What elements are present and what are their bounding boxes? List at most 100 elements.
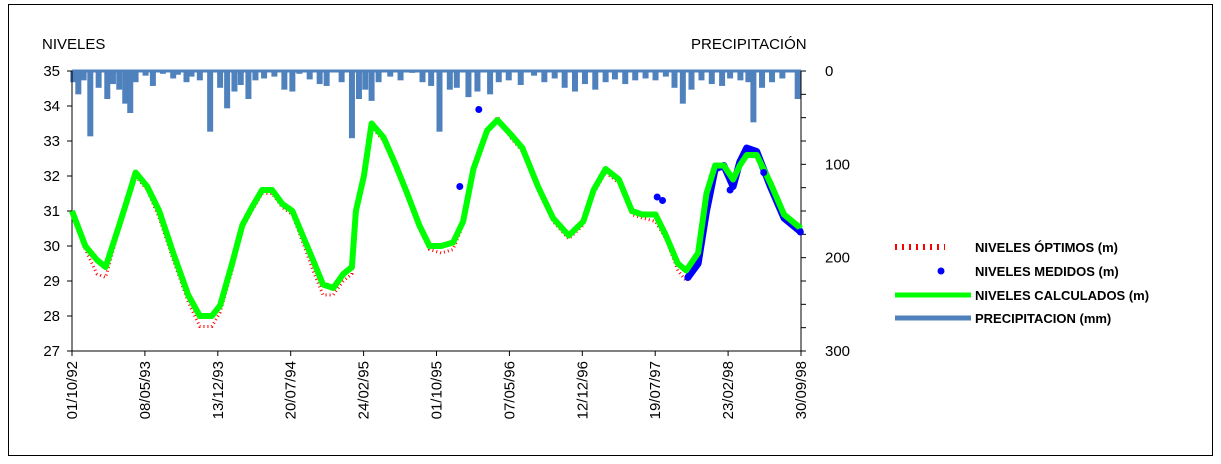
left-tick-label: 32 bbox=[43, 168, 60, 185]
precip-bar bbox=[652, 71, 659, 81]
left-tick-label: 30 bbox=[43, 238, 60, 255]
x-tick-label: 12/12/96 bbox=[574, 361, 591, 419]
measured-point bbox=[475, 106, 483, 113]
series-line-calculados bbox=[69, 117, 803, 319]
precip-bar bbox=[75, 71, 82, 95]
precip-bar bbox=[671, 71, 678, 88]
precip-bar bbox=[679, 71, 686, 104]
precip-bar bbox=[207, 71, 214, 132]
precip-bar bbox=[611, 71, 618, 80]
measured-point bbox=[456, 183, 464, 190]
precip-bar bbox=[70, 71, 77, 83]
precip-bar bbox=[231, 71, 238, 92]
precip-bar bbox=[745, 71, 752, 83]
right-tick-label: 200 bbox=[825, 250, 850, 267]
precip-bar bbox=[149, 71, 156, 86]
precip-bar bbox=[474, 71, 481, 92]
precip-bar bbox=[122, 71, 129, 104]
precip-bar bbox=[531, 71, 538, 76]
precip-bar bbox=[196, 71, 203, 81]
right-tick-label: 300 bbox=[825, 343, 850, 360]
precip-bar bbox=[571, 71, 578, 92]
precip-bar bbox=[632, 71, 639, 81]
precip-bar bbox=[87, 71, 94, 137]
legend: NIVELES ÓPTIMOS (m) NIVELES MEDIDOS (m) … bbox=[895, 240, 1149, 326]
x-tick-label: 07/05/96 bbox=[501, 361, 518, 419]
precip-bar bbox=[224, 71, 231, 109]
precip-bar bbox=[517, 71, 524, 85]
precip-bar bbox=[316, 71, 323, 85]
x-tick-label: 30/09/98 bbox=[793, 361, 810, 419]
measured-points bbox=[456, 106, 804, 281]
legend-label-medidos: NIVELES MEDIDOS (m) bbox=[975, 264, 1119, 279]
precip-bar bbox=[465, 71, 472, 98]
measured-point bbox=[796, 228, 804, 236]
precip-bar bbox=[183, 71, 190, 83]
precip-bar bbox=[261, 71, 268, 79]
x-tick-label: 23/02/98 bbox=[720, 361, 737, 419]
precip-bar bbox=[104, 71, 111, 99]
precip-bar bbox=[116, 71, 123, 90]
left-axis-title: NIVELES bbox=[42, 36, 105, 53]
precip-bar bbox=[592, 71, 599, 90]
precip-bar bbox=[541, 71, 548, 83]
precip-bar bbox=[289, 71, 296, 92]
precip-bar bbox=[769, 71, 776, 83]
precip-bar bbox=[719, 71, 726, 86]
legend-label-calculados: NIVELES CALCULADOS (m) bbox=[975, 288, 1149, 303]
precip-bar bbox=[428, 71, 435, 86]
x-tick-label: 24/02/95 bbox=[356, 361, 373, 419]
precip-bar bbox=[217, 71, 224, 88]
legend-swatch-medidos bbox=[937, 267, 945, 275]
axes: 27 28 29 30 31 32 33 34 35 0 100 200 300 01/10/92 08… bbox=[43, 63, 850, 419]
precip-bar bbox=[737, 71, 744, 81]
left-tick-label: 35 bbox=[43, 63, 60, 80]
x-tick-label: 19/07/97 bbox=[647, 361, 664, 419]
measured-point bbox=[726, 186, 734, 194]
precipitation-bars bbox=[70, 69, 801, 139]
precip-bar bbox=[642, 71, 649, 79]
precip-bar bbox=[397, 71, 404, 81]
precip-bar bbox=[174, 71, 181, 75]
measured-point bbox=[653, 193, 661, 201]
precip-bar bbox=[348, 71, 355, 139]
precip-bar bbox=[387, 71, 394, 77]
x-tick-label: 20/07/94 bbox=[283, 361, 300, 419]
precip-bar bbox=[779, 71, 786, 79]
precip-bar bbox=[375, 71, 382, 83]
left-tick-label: 34 bbox=[43, 98, 60, 115]
right-axis-title: PRECIPITACIÓN bbox=[691, 36, 807, 53]
precip-bar bbox=[688, 71, 695, 90]
x-tick-label: 01/10/95 bbox=[429, 361, 446, 419]
precip-bar bbox=[419, 71, 426, 83]
precip-bar bbox=[355, 71, 362, 99]
precip-bar bbox=[127, 71, 134, 113]
precip-bar bbox=[281, 71, 288, 90]
precip-bar bbox=[446, 71, 453, 90]
precip-bar bbox=[142, 71, 149, 76]
precip-bar bbox=[362, 71, 369, 90]
right-tick-label: 0 bbox=[825, 63, 833, 80]
x-tick-label: 13/12/93 bbox=[210, 361, 227, 419]
precip-bar bbox=[271, 71, 278, 77]
precip-bar bbox=[759, 71, 766, 88]
measured-point bbox=[760, 169, 768, 176]
legend-label-optimos: NIVELES ÓPTIMOS (m) bbox=[975, 240, 1118, 255]
precip-bar bbox=[306, 71, 313, 80]
precip-bar bbox=[708, 71, 715, 85]
left-tick-label: 29 bbox=[43, 273, 60, 290]
precip-bar bbox=[727, 71, 734, 79]
precip-bar bbox=[188, 71, 195, 77]
right-tick-label: 100 bbox=[825, 156, 850, 173]
series bbox=[69, 113, 804, 328]
precip-bar bbox=[237, 71, 244, 85]
precip-bar bbox=[252, 71, 259, 81]
chart: 27 28 29 30 31 32 33 34 35 0 100 200 300 01/10/92 08… bbox=[42, 36, 1149, 419]
x-tick-label: 01/10/92 bbox=[64, 361, 81, 419]
precip-bar bbox=[698, 71, 705, 81]
precip-bar bbox=[794, 71, 801, 99]
precip-bar bbox=[750, 71, 757, 123]
precip-bar bbox=[436, 71, 443, 132]
precip-bar bbox=[602, 71, 609, 83]
x-tick-label: 08/05/93 bbox=[137, 361, 154, 419]
